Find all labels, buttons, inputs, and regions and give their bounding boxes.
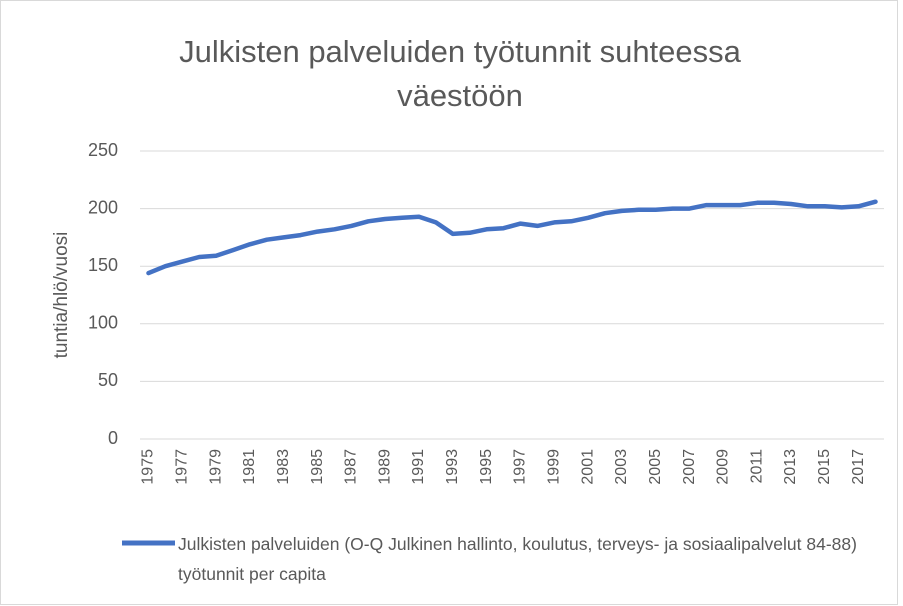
y-tick-label: 100	[88, 313, 118, 333]
x-tick-label: 1989	[376, 449, 393, 485]
legend-label: Julkisten palveluiden (O-Q Julkinen hall…	[178, 534, 857, 584]
x-tick-label: 2009	[715, 449, 732, 485]
x-tick-label: 1987	[343, 449, 360, 485]
x-tick-label: 2001	[579, 449, 596, 485]
x-tick-label: 2007	[681, 449, 698, 485]
x-tick-label: 1981	[241, 449, 258, 485]
x-tick-label: 2005	[647, 449, 664, 485]
x-tick-label: 1977	[173, 449, 190, 485]
x-tick-label: 2013	[782, 449, 799, 485]
x-tick-label: 1983	[275, 449, 292, 485]
x-tick-label: 1991	[410, 449, 427, 485]
y-tick-label: 0	[108, 428, 118, 448]
y-tick-label: 150	[88, 255, 118, 275]
x-tick-label: 1993	[444, 449, 461, 485]
y-tick-label: 50	[98, 370, 118, 390]
x-tick-label: 1999	[545, 449, 562, 485]
data-line	[146, 199, 878, 276]
x-tick-label: 1995	[478, 449, 495, 485]
y-axis-label: tuntia/hlö/vuosi	[51, 232, 72, 359]
x-tick-label: 1997	[512, 449, 529, 485]
x-tick-label: 2017	[850, 449, 867, 485]
y-tick-label: 200	[88, 197, 118, 217]
x-tick-label: 2003	[613, 449, 630, 485]
chart-title: Julkisten palveluiden työtunnit suhteess…	[179, 34, 741, 113]
x-tick-label: 1975	[140, 449, 157, 485]
y-tick-label: 250	[88, 140, 118, 160]
x-tick-label: 2011	[748, 449, 765, 484]
x-tick-label: 1979	[207, 449, 224, 485]
x-tick-label: 2015	[816, 449, 833, 485]
x-tick-label: 1985	[309, 449, 326, 485]
